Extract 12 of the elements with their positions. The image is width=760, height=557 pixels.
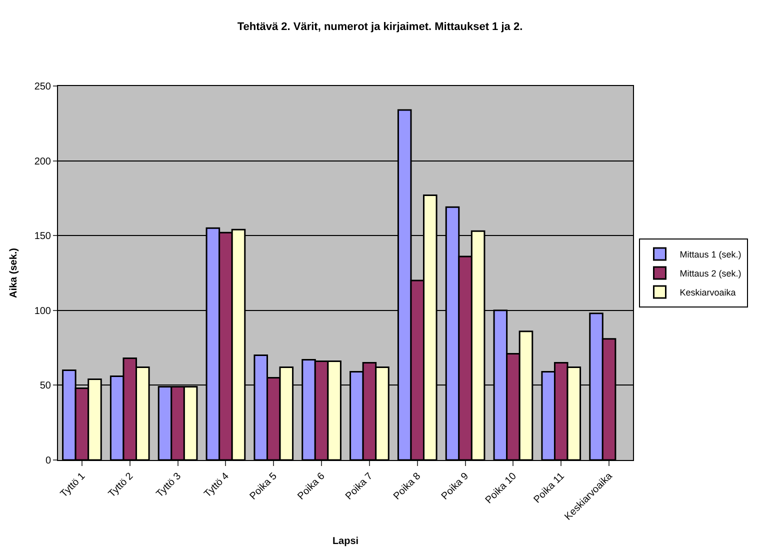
y-axis-title: Aika (sek.) [8, 248, 20, 298]
x-axis-title: Lapsi [332, 536, 359, 548]
y-tick-label: 250 [34, 82, 52, 92]
legend-label: Mittaus 1 (sek.) [680, 250, 742, 260]
y-tick-label: 200 [34, 156, 52, 168]
y-tick-label: 0 [45, 456, 52, 466]
y-tick-label: 100 [34, 306, 52, 317]
legend-label: Keskiarvoaika [680, 288, 736, 298]
legend-label: Mittaus 2 (sek.) [680, 268, 742, 279]
y-tick-label: 150 [34, 231, 52, 242]
chart-title: Tehtävä 2. Värit, numerot ja kirjaimet. Mittaukset 1 ja 2. [237, 20, 523, 33]
y-tick-label: 50 [40, 380, 52, 392]
